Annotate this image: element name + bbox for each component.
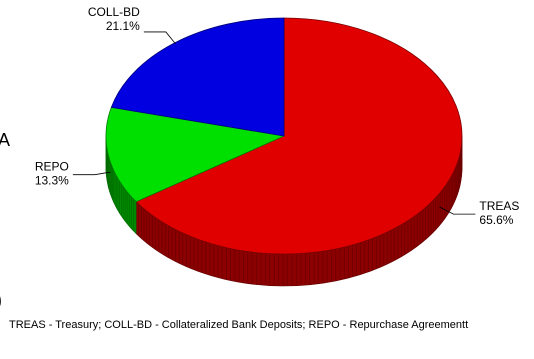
leader-line-repo: [72, 171, 111, 176]
chart-footnote: TREAS - Treasury; COLL-BD - Collateraliz…: [9, 319, 469, 331]
pie-top: [105, 17, 463, 255]
pie-slice-repo: [105, 106, 286, 203]
leader-line-treas: [439, 206, 476, 215]
cropped-text-fragment-a: A: [0, 130, 11, 150]
slice-label-repo: REPO: [35, 160, 69, 174]
pie-side-walls: [105, 135, 463, 287]
slice-percent-coll-bd: 21.1%: [106, 19, 140, 33]
slice-label-treas: TREAS: [479, 199, 519, 213]
leader-line-coll-bd: [143, 31, 176, 45]
cropped-text-fragment-paren: ): [0, 290, 2, 311]
slice-percent-repo: 13.3%: [35, 174, 69, 188]
slice-percent-treas: 65.6%: [479, 213, 513, 227]
pie-slice-treas: [135, 17, 463, 255]
slice-label-coll-bd: COLL-BD: [88, 5, 140, 19]
